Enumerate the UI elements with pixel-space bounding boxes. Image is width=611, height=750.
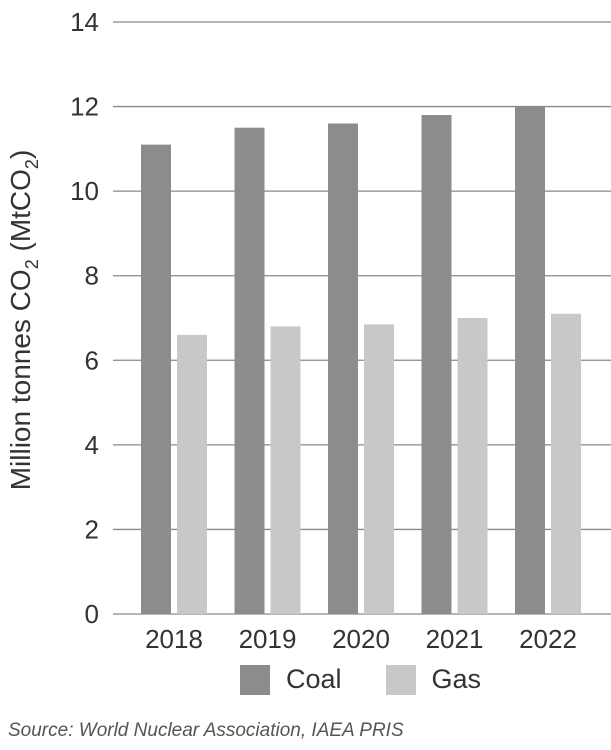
bar-coal-2019	[234, 127, 265, 614]
y-tick-label: 4	[85, 430, 99, 460]
bar-coal-2018	[141, 144, 171, 614]
bar-gas-2018	[177, 334, 207, 614]
bars	[141, 106, 581, 615]
bar-gas-2022	[551, 313, 581, 614]
legend-swatch-gas	[385, 664, 416, 695]
y-tick-label: 12	[70, 92, 99, 122]
x-tick-label: 2019	[239, 624, 297, 654]
y-tick-label: 2	[85, 514, 99, 544]
bar-coal-2022	[515, 106, 545, 615]
legend-label-coal: Coal	[286, 664, 342, 694]
bar-gas-2019	[270, 326, 301, 614]
y-tick-label: 8	[85, 261, 99, 291]
bar-gas-2021	[457, 318, 488, 614]
legend-swatch-coal	[240, 664, 270, 695]
legend-label-gas: Gas	[431, 664, 482, 694]
x-tick-label: 2022	[519, 624, 577, 654]
source-note: Source: World Nuclear Association, IAEA …	[8, 720, 404, 741]
x-tick-label: 2018	[145, 624, 203, 654]
x-tick-label: 2021	[426, 624, 484, 654]
x-tick-label: 2020	[332, 624, 390, 654]
y-tick-label: 6	[85, 345, 99, 375]
legend-item-coal: Coal	[240, 664, 342, 695]
bar-coal-2020	[328, 123, 358, 614]
legend: Coal Gas	[240, 664, 525, 695]
y-tick-label: 14	[70, 7, 99, 37]
x-axis-ticks: 2018 2019 2020 2021 2022	[145, 624, 577, 654]
bar-coal-2021	[421, 115, 452, 615]
bar-gas-2020	[364, 324, 394, 614]
y-axis-label: Million tonnes CO2 (MtCO2)	[5, 150, 42, 491]
legend-item-gas: Gas	[385, 664, 482, 695]
y-axis-ticks: 0 2 4 6 8 10 12 14	[70, 7, 99, 629]
bar-chart: 0 2 4 6 8 10 12 14 2018 2019 2020 2021 2022 Million…	[5, 7, 611, 654]
y-tick-label: 10	[70, 176, 99, 206]
y-tick-label: 0	[85, 599, 99, 629]
